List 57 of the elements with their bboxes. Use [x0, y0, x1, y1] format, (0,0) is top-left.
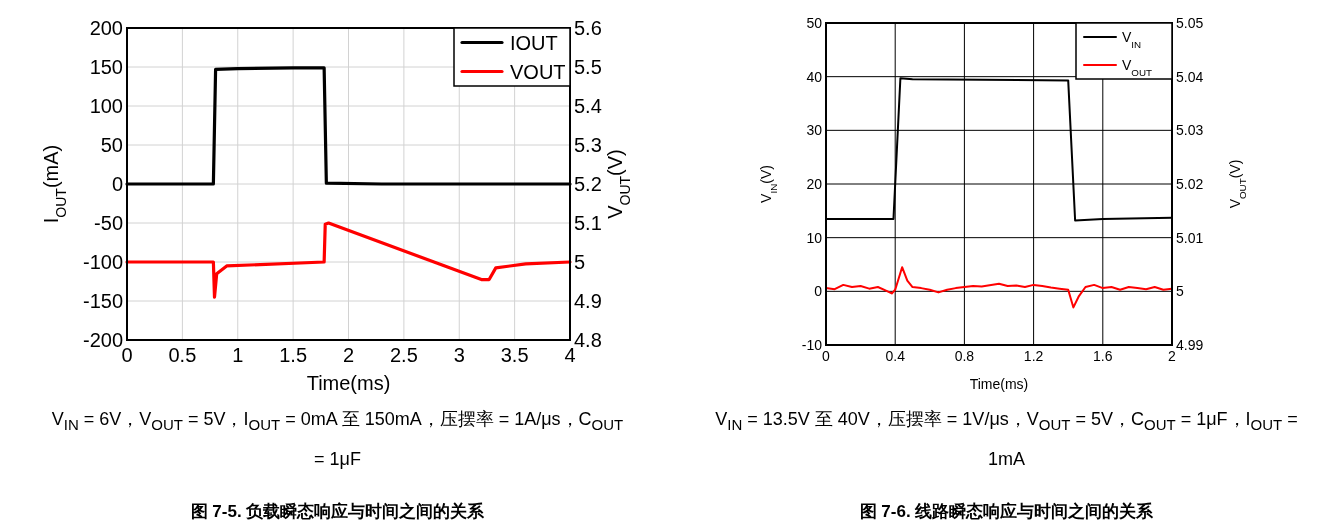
y-tick-label: 20: [806, 175, 823, 192]
y2-tick-label: 5.02: [1176, 175, 1204, 192]
x-tick-label: 1: [232, 344, 244, 366]
text: V$_{IN}$ = 6V，V$_{OUT}$ = 5V，I$_{OUT}$ = 0mA 至 150mA，压摆率 = 1A/μs，C$_{OUT}$ = 1μF: [51, 409, 624, 469]
y2-tick-label: 5: [574, 251, 586, 273]
y-tick-label: -200: [82, 329, 123, 351]
line-series: [125, 221, 572, 299]
y2-tick-label: 5.05: [1176, 14, 1204, 31]
y-tick-label: -50: [94, 212, 123, 234]
x-tick-label: 1.6: [1093, 348, 1113, 364]
x-tick-label: 1.2: [1023, 348, 1044, 364]
y2-tick-label: 5.5: [574, 56, 602, 78]
x-tick-label: 3.5: [500, 344, 529, 366]
y2-tick-label: 5.6: [574, 17, 602, 39]
legend-label: V$_{IN}$: [1122, 29, 1142, 50]
y-tick-label: -100: [82, 251, 123, 273]
text: 图 7-6. 线路瞬态响应与时间之间的关系: [858, 501, 1155, 523]
x-tick-label: 1.5: [279, 344, 308, 366]
x-tick-label: 0.4: [885, 348, 906, 364]
text: V$_{IN}$ = 13.5V 至 40V，压摆率 = 1V/μs，V$_{OUT}$ = 5V，C$_{OUT}$ = 1μF，I$_{OUT}$ = 1mA: [715, 409, 1298, 469]
y2-tick-label: 5.4: [574, 95, 602, 117]
y-tick-label: 0: [814, 283, 823, 300]
x-tick-label: 3: [453, 344, 465, 366]
x-tick-label: 2: [1168, 348, 1177, 364]
y-tick-label: 50: [806, 14, 823, 31]
x-tick-label: 2: [342, 344, 355, 366]
y-tick-label: 10: [806, 229, 823, 246]
y2-tick-label: 4.9: [574, 290, 602, 312]
y-tick-label: 150: [89, 56, 123, 78]
y2-tick-label: 5.04: [1176, 68, 1204, 85]
y-tick-label: 40: [806, 68, 823, 85]
y2-tick-label: 5: [1176, 283, 1184, 300]
y2-tick-label: 5.2: [574, 173, 602, 195]
y2-tick-label: 4.99: [1176, 336, 1204, 353]
y-tick-label: 30: [806, 122, 823, 139]
text: 图 7-5. 负载瞬态响应与时间之间的关系: [189, 501, 486, 523]
y2-tick-label: 5.1: [574, 212, 602, 234]
y-tick-label: 100: [89, 95, 123, 117]
x-tick-label: 4: [564, 344, 576, 366]
y-tick-label: -150: [82, 290, 123, 312]
y-tick-label: 50: [100, 134, 123, 156]
y-tick-label: 200: [89, 17, 123, 39]
y2-tick-label: 5.01: [1176, 229, 1204, 246]
x-tick-label: 0.8: [954, 348, 975, 364]
y2-tick-label: 5.03: [1176, 122, 1204, 139]
x-axis-title: Time(ms): [306, 372, 391, 394]
x-tick-label: 2.5: [389, 344, 418, 366]
y2-tick-label: 4.8: [574, 329, 602, 351]
legend-label: IOUT: [510, 31, 558, 54]
legend-label: VOUT: [510, 60, 566, 83]
line-series: [825, 266, 1173, 309]
x-axis-title: Time(ms): [969, 376, 1029, 392]
y-tick-label: -10: [801, 336, 823, 353]
y2-tick-label: 5.3: [574, 134, 602, 156]
y-tick-label: 0: [111, 173, 123, 195]
legend-label: V$_{OUT}$: [1122, 57, 1153, 78]
x-tick-label: 0.5: [168, 344, 197, 366]
